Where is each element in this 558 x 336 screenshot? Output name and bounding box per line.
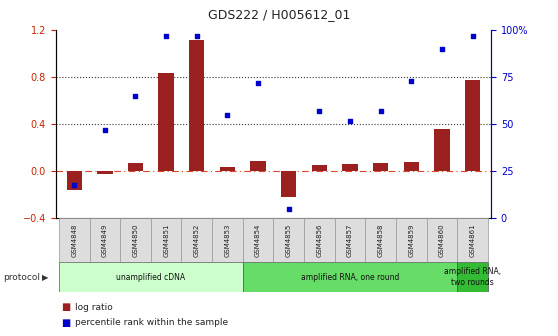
Text: GDS222 / H005612_01: GDS222 / H005612_01 [208, 8, 350, 22]
Bar [66, 171, 82, 190]
Point [407, 78, 416, 84]
Bar [281, 171, 296, 197]
Text: protocol: protocol [3, 273, 40, 282]
Text: ▶: ▶ [42, 273, 49, 282]
Text: amplified RNA,
two rounds: amplified RNA, two rounds [444, 267, 501, 287]
Point [100, 127, 109, 133]
Bar [243, 262, 458, 292]
Bar [427, 218, 458, 262]
Bar [158, 73, 174, 171]
Bar [189, 40, 204, 171]
Bar [251, 161, 266, 171]
Text: GSM4850: GSM4850 [132, 223, 138, 257]
Text: log ratio: log ratio [75, 303, 113, 312]
Text: percentile rank within the sample: percentile rank within the sample [75, 318, 228, 327]
Bar [59, 262, 243, 292]
Point [284, 206, 293, 212]
Text: GSM4857: GSM4857 [347, 223, 353, 257]
Bar [396, 218, 427, 262]
Point [131, 93, 140, 99]
Bar [373, 163, 388, 171]
Text: GSM4851: GSM4851 [163, 223, 169, 257]
Text: GSM4855: GSM4855 [286, 223, 292, 257]
Bar [434, 129, 450, 171]
Text: GSM4859: GSM4859 [408, 223, 415, 257]
Text: GSM4861: GSM4861 [470, 223, 475, 257]
Bar [273, 218, 304, 262]
Bar [181, 218, 212, 262]
Point [223, 112, 232, 118]
Text: GSM4852: GSM4852 [194, 223, 200, 257]
Bar [212, 218, 243, 262]
Text: GSM4848: GSM4848 [71, 223, 77, 257]
Bar [220, 167, 235, 171]
Point [345, 118, 354, 123]
Bar [312, 166, 327, 171]
Bar [89, 218, 120, 262]
Point [70, 182, 79, 187]
Text: amplified RNA, one round: amplified RNA, one round [301, 273, 399, 282]
Text: ■: ■ [61, 318, 71, 328]
Bar [97, 171, 113, 174]
Bar [343, 164, 358, 171]
Text: GSM4854: GSM4854 [255, 223, 261, 257]
Bar [403, 162, 419, 171]
Bar [59, 218, 89, 262]
Point [193, 33, 201, 39]
Bar [304, 218, 335, 262]
Bar [365, 218, 396, 262]
Point [254, 80, 263, 86]
Text: ■: ■ [61, 302, 71, 312]
Bar [335, 218, 365, 262]
Point [315, 109, 324, 114]
Bar [120, 218, 151, 262]
Bar [458, 218, 488, 262]
Text: unamplified cDNA: unamplified cDNA [116, 273, 185, 282]
Bar [458, 262, 488, 292]
Bar [128, 163, 143, 171]
Point [162, 33, 171, 39]
Text: GSM4856: GSM4856 [316, 223, 323, 257]
Point [437, 46, 446, 52]
Point [376, 109, 385, 114]
Bar [151, 218, 181, 262]
Bar [243, 218, 273, 262]
Text: GSM4849: GSM4849 [102, 223, 108, 257]
Text: GSM4860: GSM4860 [439, 223, 445, 257]
Text: GSM4858: GSM4858 [378, 223, 384, 257]
Bar [465, 80, 480, 171]
Point [468, 33, 477, 39]
Text: GSM4853: GSM4853 [224, 223, 230, 257]
